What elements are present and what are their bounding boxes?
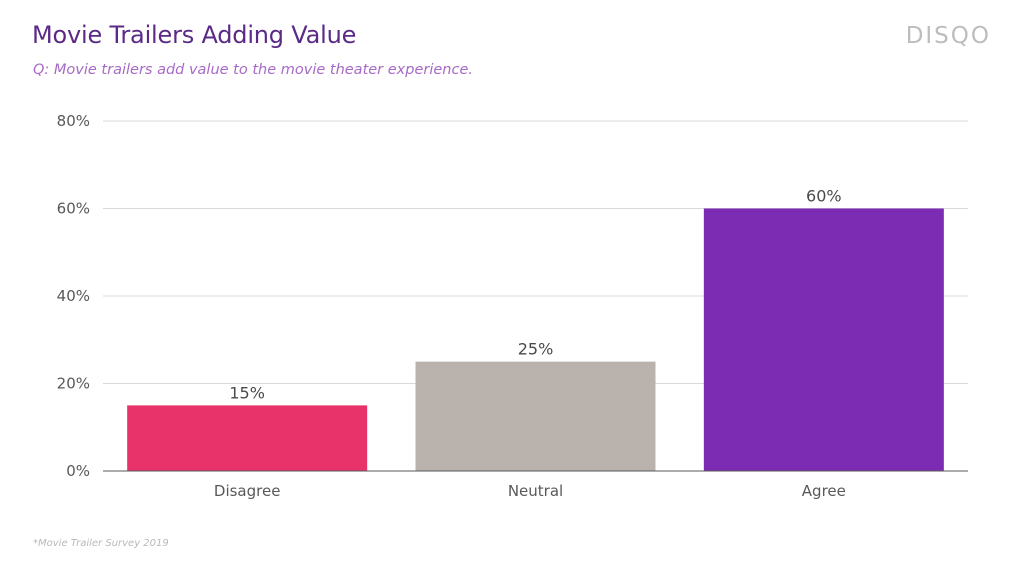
y-tick-label: 0% <box>66 462 90 480</box>
y-tick-label: 80% <box>57 112 90 130</box>
bar-disagree <box>127 405 368 471</box>
bar-agree <box>703 208 944 471</box>
y-tick-label: 20% <box>57 375 90 393</box>
disqo-logo: DISQO <box>905 23 991 49</box>
x-tick-label: Disagree <box>214 482 281 500</box>
data-label: 60% <box>806 187 842 206</box>
x-tick-label: Neutral <box>508 482 563 500</box>
x-tick-label: Agree <box>802 482 846 500</box>
y-tick-label: 60% <box>57 200 90 218</box>
chart-title: Movie Trailers Adding Value <box>32 21 357 49</box>
data-label: 15% <box>229 383 265 402</box>
bar-neutral <box>415 361 656 471</box>
footnote: *Movie Trailer Survey 2019 <box>33 538 169 549</box>
y-tick-label: 40% <box>57 287 90 305</box>
data-label: 25% <box>518 340 554 359</box>
chart-subtitle: Q: Movie trailers add value to the movie… <box>33 62 473 78</box>
